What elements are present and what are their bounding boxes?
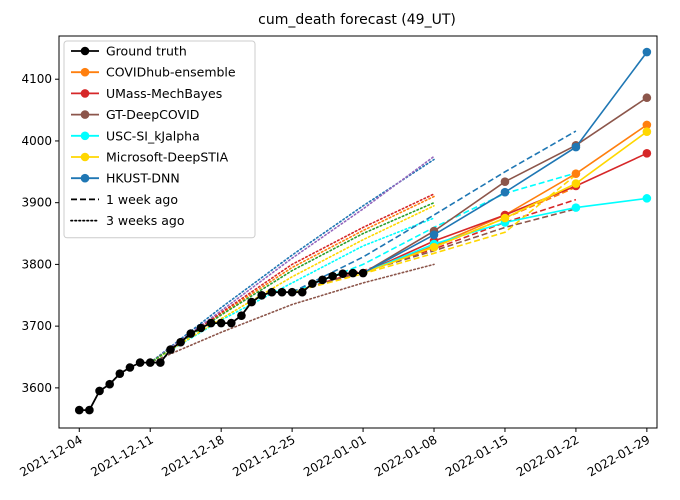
ground-truth-point bbox=[328, 271, 337, 281]
legend-label-microsoft-deepstia: Microsoft-DeepSTIA bbox=[106, 150, 229, 165]
x-tick-label: 2022-01-15 bbox=[443, 432, 510, 479]
ground-truth-point bbox=[135, 358, 145, 367]
legend-marker-umass-mechbayes bbox=[80, 89, 90, 98]
y-axis: 3600 3700 3800 3900 4000 4100 bbox=[21, 72, 59, 395]
ground-truth-point bbox=[186, 329, 196, 338]
forecast-3wk-line-4 bbox=[149, 205, 435, 364]
ground-truth-point bbox=[338, 269, 348, 278]
series-point-gt-deepcovid bbox=[642, 93, 652, 103]
forecast-3wk-line-7 bbox=[149, 201, 435, 364]
ground-truth-point bbox=[176, 337, 185, 347]
x-tick-label: 2021-12-18 bbox=[159, 432, 226, 479]
legend-box bbox=[63, 40, 256, 239]
ground-truth-point bbox=[85, 405, 94, 415]
legend-label-hkust-dnn: HKUST-DNN bbox=[106, 171, 180, 186]
x-axis: 2021-12-04 2021-12-11 2021-12-18 2021-12-25… bbox=[17, 428, 652, 479]
legend-label-gt-deepcovid: GT-DeepCOVID bbox=[106, 107, 199, 122]
series-line-microsoft-deepstia bbox=[362, 131, 648, 274]
forecast-3wk-line-3 bbox=[149, 217, 435, 364]
forecast-1wk-line-5 bbox=[291, 130, 577, 293]
x-tick-label: 2021-12-11 bbox=[88, 432, 155, 479]
ground-truth-point bbox=[297, 287, 307, 297]
legend-label-1-week-ago: 1 week ago bbox=[106, 192, 178, 207]
x-tick-label: 2022-01-29 bbox=[585, 432, 652, 479]
legend: Ground truth COVIDhub-ensemble UMass-MechB… bbox=[63, 40, 256, 239]
ground-truth-point bbox=[156, 358, 165, 367]
y-tick-label: 4100 bbox=[21, 72, 52, 86]
ground-truth-line bbox=[79, 272, 364, 412]
series-point-hkust-dnn bbox=[429, 230, 439, 240]
plot-frame bbox=[58, 35, 658, 429]
ground-truth-point bbox=[237, 311, 246, 320]
series-point-hkust-dnn bbox=[500, 187, 510, 197]
ground-truth-point bbox=[318, 275, 327, 285]
series-point-hkust-dnn bbox=[571, 142, 581, 152]
ground-truth-point bbox=[227, 318, 236, 328]
legend-marker-usc-si-kjalpha bbox=[80, 131, 90, 141]
ground-truth-point bbox=[145, 358, 155, 367]
series-point-microsoft-deepstia bbox=[500, 213, 510, 223]
ground-truth-point bbox=[257, 290, 267, 300]
ground-truth-point bbox=[74, 405, 84, 415]
ground-truth-point bbox=[267, 287, 277, 297]
y-tick-label: 3900 bbox=[21, 196, 52, 210]
ground-truth-point bbox=[247, 297, 256, 307]
y-tick-label: 3700 bbox=[21, 319, 52, 333]
ground-truth-point bbox=[166, 345, 175, 354]
series-point-usc-si-kjalpha bbox=[571, 203, 581, 212]
series-point-microsoft-deepstia bbox=[642, 127, 652, 136]
forecast-3wk-line-2 bbox=[149, 263, 435, 364]
legend-label-ground-truth: Ground truth bbox=[106, 44, 187, 59]
y-tick-label: 3800 bbox=[21, 257, 52, 271]
y-tick-label: 4000 bbox=[21, 134, 52, 148]
legend-marker-ground-truth bbox=[80, 46, 90, 56]
x-tick-label: 2021-12-04 bbox=[17, 432, 84, 479]
legend-label-umass-mechbayes: UMass-MechBayes bbox=[106, 86, 222, 101]
legend-marker-microsoft-deepstia bbox=[80, 152, 90, 162]
forecast-1wk-line-4 bbox=[291, 174, 577, 293]
series-point-umass-mechbayes bbox=[642, 148, 652, 158]
series-point-microsoft-deepstia bbox=[429, 242, 439, 252]
ground-truth-point bbox=[206, 318, 216, 328]
ground-truth-point bbox=[95, 386, 104, 396]
x-tick-label: 2022-01-01 bbox=[301, 432, 368, 479]
legend-marker-hkust-dnn bbox=[80, 173, 90, 183]
ground-truth-point bbox=[277, 287, 287, 297]
legend-label-3-weeks-ago: 3 weeks ago bbox=[106, 213, 185, 228]
series-point-covidhub-ensemble bbox=[642, 120, 652, 130]
ground-truth-point bbox=[348, 268, 358, 278]
series-point-hkust-dnn bbox=[642, 47, 652, 57]
legend-label-covidhub-ensemble: COVIDhub-ensemble bbox=[106, 65, 236, 80]
ground-truth-point bbox=[105, 379, 114, 389]
ground-truth-point bbox=[115, 369, 125, 378]
series-point-gt-deepcovid bbox=[500, 177, 510, 186]
x-tick-label: 2022-01-22 bbox=[514, 432, 581, 479]
x-tick-label: 2021-12-25 bbox=[230, 432, 297, 479]
series-point-usc-si-kjalpha bbox=[642, 194, 652, 203]
legend-marker-gt-deepcovid bbox=[80, 110, 90, 119]
ground-truth-point bbox=[287, 287, 297, 297]
legend-label-usc-si-kjalpha: USC-SI_kJalpha bbox=[106, 128, 200, 143]
legend-marker-covidhub-ensemble bbox=[80, 67, 90, 77]
ground-truth-point bbox=[125, 363, 135, 372]
chart-title: cum_death forecast (49_UT) bbox=[258, 12, 456, 28]
y-tick-label: 3600 bbox=[21, 381, 52, 395]
plot-area bbox=[74, 47, 652, 415]
ground-truth-point bbox=[308, 279, 317, 288]
ground-truth-point bbox=[358, 268, 368, 278]
series-point-microsoft-deepstia bbox=[571, 179, 581, 188]
ground-truth-point bbox=[216, 318, 226, 328]
x-tick-label: 2022-01-08 bbox=[372, 432, 439, 479]
series-point-covidhub-ensemble bbox=[571, 169, 581, 178]
ground-truth-point bbox=[196, 323, 206, 333]
forecast-3wk-line-6 bbox=[149, 155, 435, 364]
